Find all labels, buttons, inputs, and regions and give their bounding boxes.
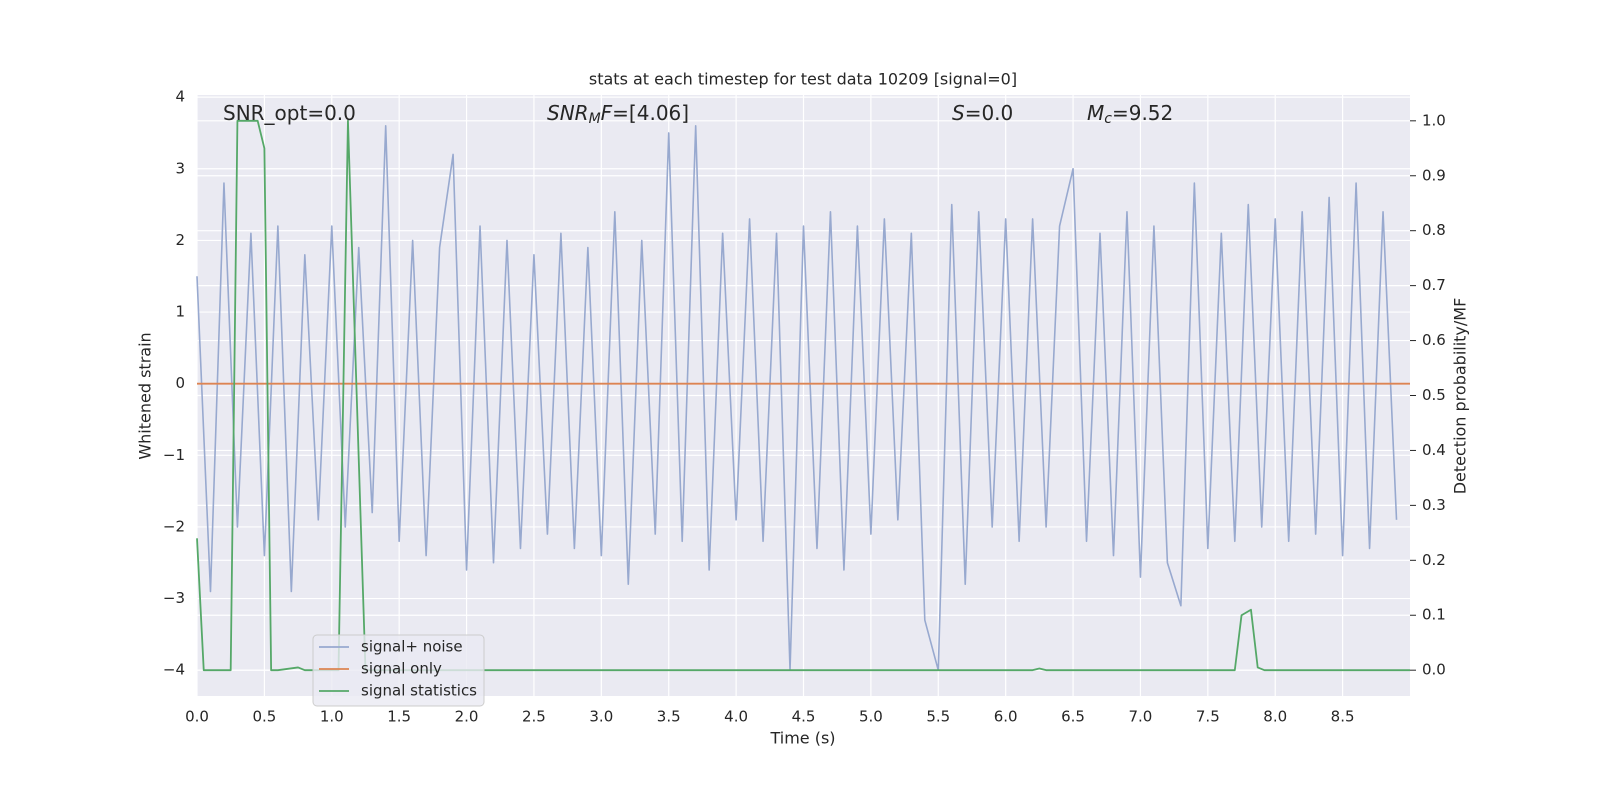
x-tick-label: 1.0 <box>320 708 344 726</box>
x-tick-label: 7.5 <box>1196 708 1220 726</box>
y-tick-label: −3 <box>163 589 185 607</box>
y2-tick-label: 0.8 <box>1422 221 1446 239</box>
x-tick-label: 0.5 <box>252 708 276 726</box>
x-tick-label: 6.0 <box>994 708 1018 726</box>
x-tick-label: 8.5 <box>1331 708 1355 726</box>
y-tick-label: −2 <box>163 517 185 535</box>
y-tick-label: 0 <box>175 374 185 392</box>
legend-label: signal only <box>361 660 442 678</box>
y2-axis-label: Detection probability/MF <box>1451 298 1470 495</box>
x-tick-label: 6.5 <box>1061 708 1085 726</box>
legend: signal+ noise signal only signal statistic… <box>312 634 485 707</box>
x-tick-label: 4.5 <box>792 708 816 726</box>
y-tick-label: −1 <box>163 446 185 464</box>
y2-tick-label: 0.9 <box>1422 166 1446 184</box>
series-line <box>196 125 1398 672</box>
annotation-part: S <box>952 101 965 125</box>
x-axis-label: Time (s) <box>769 729 835 748</box>
y-tick-label: 1 <box>175 303 185 321</box>
annotation-part: =0.0 <box>965 101 1014 125</box>
annotation: SNRMF=[4.06] <box>547 101 689 128</box>
x-tick-label: 5.5 <box>926 708 950 726</box>
y2-tick-label: 0.2 <box>1422 551 1446 569</box>
grid <box>196 95 1410 696</box>
y-tick-label: 2 <box>175 231 185 249</box>
y2-tick-label: 0.6 <box>1422 331 1446 349</box>
annotation-part: =[4.06] <box>612 101 689 125</box>
x-tick-label: 4.0 <box>724 708 748 726</box>
y2-tick-label: 0.1 <box>1422 606 1446 624</box>
x-tick-label: 2.0 <box>455 708 479 726</box>
x-tick-label: 2.5 <box>522 708 546 726</box>
x-tick-label: 1.5 <box>387 708 411 726</box>
annotation-part: SNR <box>547 101 589 125</box>
y-tick-label: 3 <box>175 159 185 177</box>
annotation-part: M <box>589 111 601 127</box>
annotation-part: =9.52 <box>1112 101 1173 125</box>
x-tick-label: 7.0 <box>1129 708 1153 726</box>
annotation: Mc=9.52 <box>1087 101 1173 128</box>
annotation-part: F <box>601 101 613 125</box>
legend-box <box>312 634 485 707</box>
chart-title: stats at each timestep for test data 102… <box>589 70 1017 89</box>
y2-tick-label: 0.0 <box>1422 661 1446 679</box>
annotation: SNR_opt=0.0 <box>223 101 356 125</box>
x-tick-label: 0.0 <box>185 708 209 726</box>
x-tick-label: 3.0 <box>589 708 613 726</box>
annotation: S=0.0 <box>952 101 1013 125</box>
y2-tick-label: 0.7 <box>1422 276 1446 294</box>
y2-tick-label: 0.4 <box>1422 441 1446 459</box>
y-tick-label: 4 <box>175 88 185 106</box>
y-tick-label: −4 <box>163 661 185 679</box>
x-tick-label: 8.0 <box>1263 708 1287 726</box>
y2-tick-label: 1.0 <box>1422 111 1446 129</box>
x-tick-label: 3.5 <box>657 708 681 726</box>
annotation-part: c <box>1104 111 1112 127</box>
legend-label: signal statistics <box>361 682 477 700</box>
y-axis-label: Whitened strain <box>136 332 155 459</box>
x-tick-label: 5.0 <box>859 708 883 726</box>
annotation-part: SNR_opt=0.0 <box>223 101 356 125</box>
annotation-part: M <box>1087 101 1104 125</box>
y2-tick-label: 0.5 <box>1422 386 1446 404</box>
y2-tick-label: 0.3 <box>1422 496 1446 514</box>
legend-label: signal+ noise <box>361 638 463 656</box>
